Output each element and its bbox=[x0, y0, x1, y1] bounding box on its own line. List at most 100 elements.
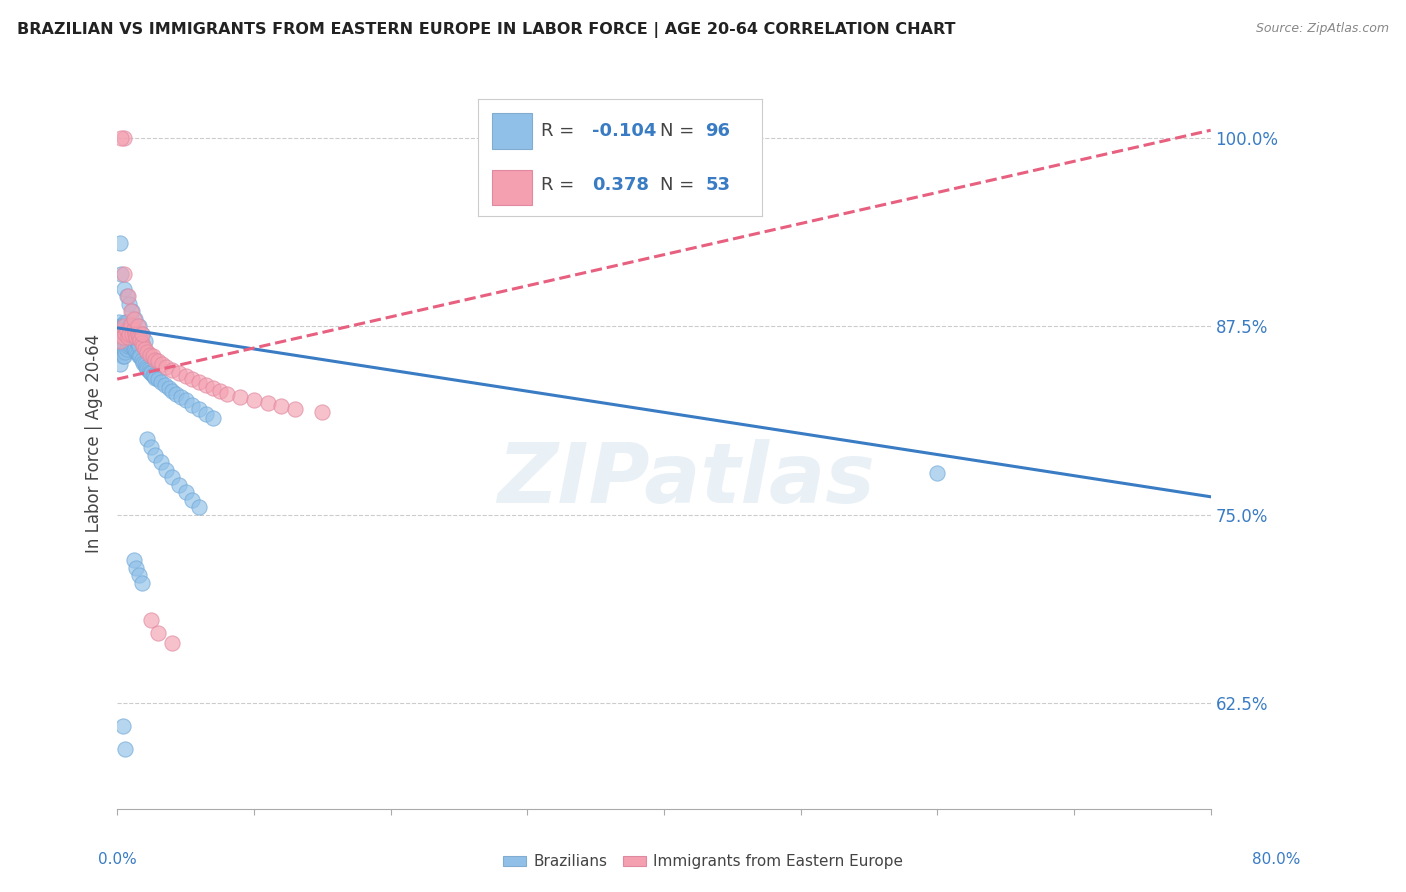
Point bbox=[141, 614, 163, 628]
Point bbox=[121, 326, 143, 341]
Point bbox=[112, 319, 135, 334]
Point bbox=[134, 357, 156, 371]
Point bbox=[188, 402, 211, 417]
Point bbox=[148, 372, 170, 386]
Point bbox=[115, 324, 138, 338]
Point bbox=[243, 393, 266, 408]
Point bbox=[124, 342, 146, 356]
Point bbox=[148, 354, 170, 368]
Point bbox=[134, 342, 156, 356]
Point bbox=[117, 339, 139, 353]
Point bbox=[148, 625, 170, 640]
Point bbox=[201, 411, 224, 425]
Point bbox=[117, 330, 139, 344]
Point bbox=[142, 368, 165, 382]
Point bbox=[174, 393, 197, 408]
Point bbox=[115, 331, 138, 345]
Y-axis label: In Labor Force | Age 20-64: In Labor Force | Age 20-64 bbox=[86, 334, 103, 553]
Point bbox=[121, 337, 143, 351]
Point bbox=[128, 319, 150, 334]
Point bbox=[150, 357, 173, 371]
Point bbox=[122, 322, 145, 336]
Point bbox=[115, 342, 138, 356]
Point bbox=[136, 361, 159, 376]
Point bbox=[155, 359, 177, 374]
Point bbox=[112, 282, 135, 296]
Point bbox=[174, 369, 197, 384]
Point bbox=[110, 130, 132, 145]
Point bbox=[927, 466, 949, 480]
Point bbox=[120, 328, 142, 343]
Point bbox=[117, 330, 139, 344]
Point bbox=[118, 319, 141, 334]
Point bbox=[111, 341, 134, 355]
Point bbox=[114, 741, 136, 756]
Point bbox=[112, 326, 135, 341]
Point bbox=[120, 318, 142, 332]
Point bbox=[141, 366, 163, 380]
Point bbox=[122, 311, 145, 326]
Point bbox=[131, 326, 153, 341]
Point bbox=[256, 396, 278, 410]
Point bbox=[132, 355, 155, 369]
Point bbox=[284, 402, 307, 417]
Point bbox=[208, 384, 231, 399]
Point bbox=[143, 369, 166, 384]
Point bbox=[181, 372, 204, 386]
Point bbox=[157, 381, 180, 395]
Point bbox=[111, 719, 134, 733]
Point bbox=[188, 500, 211, 515]
Point bbox=[174, 485, 197, 500]
Point bbox=[114, 326, 136, 341]
Point bbox=[139, 365, 162, 379]
Point bbox=[112, 350, 135, 364]
Point bbox=[145, 448, 167, 462]
Point bbox=[131, 335, 153, 350]
Point bbox=[145, 370, 167, 384]
Point bbox=[115, 324, 138, 338]
Point bbox=[136, 433, 159, 447]
Point bbox=[138, 363, 160, 377]
Text: ZIPatlas: ZIPatlas bbox=[496, 439, 875, 520]
Point bbox=[128, 568, 150, 582]
Point bbox=[122, 330, 145, 344]
Point bbox=[114, 335, 136, 350]
Point bbox=[131, 352, 153, 367]
Point bbox=[108, 236, 131, 251]
Text: Source: ZipAtlas.com: Source: ZipAtlas.com bbox=[1256, 22, 1389, 36]
Point bbox=[127, 335, 149, 350]
Point bbox=[118, 296, 141, 310]
Point bbox=[124, 326, 146, 341]
Point bbox=[149, 455, 172, 469]
Point bbox=[125, 330, 148, 344]
Point bbox=[112, 130, 135, 145]
Point bbox=[117, 322, 139, 336]
Text: 80.0%: 80.0% bbox=[1253, 852, 1301, 867]
Point bbox=[181, 398, 204, 412]
Point bbox=[107, 315, 129, 329]
Point bbox=[110, 267, 132, 281]
Point bbox=[115, 289, 138, 303]
Point bbox=[181, 492, 204, 507]
Point bbox=[129, 333, 152, 347]
Point bbox=[229, 390, 252, 404]
Point bbox=[110, 319, 132, 334]
Point bbox=[128, 339, 150, 353]
Point bbox=[170, 390, 193, 404]
Point bbox=[160, 384, 183, 399]
Point bbox=[127, 346, 149, 360]
Point bbox=[120, 304, 142, 318]
Point bbox=[135, 359, 157, 374]
Point bbox=[128, 350, 150, 364]
Point bbox=[120, 339, 142, 353]
Point bbox=[114, 345, 136, 359]
Point bbox=[122, 342, 145, 356]
Point bbox=[129, 350, 152, 364]
Text: 0.0%: 0.0% bbox=[98, 852, 138, 867]
Point bbox=[117, 289, 139, 303]
Text: BRAZILIAN VS IMMIGRANTS FROM EASTERN EUROPE IN LABOR FORCE | AGE 20-64 CORRELATI: BRAZILIAN VS IMMIGRANTS FROM EASTERN EUR… bbox=[17, 22, 955, 38]
Point bbox=[131, 326, 153, 341]
Point bbox=[167, 477, 190, 491]
Point bbox=[215, 387, 238, 401]
Point bbox=[195, 378, 218, 392]
